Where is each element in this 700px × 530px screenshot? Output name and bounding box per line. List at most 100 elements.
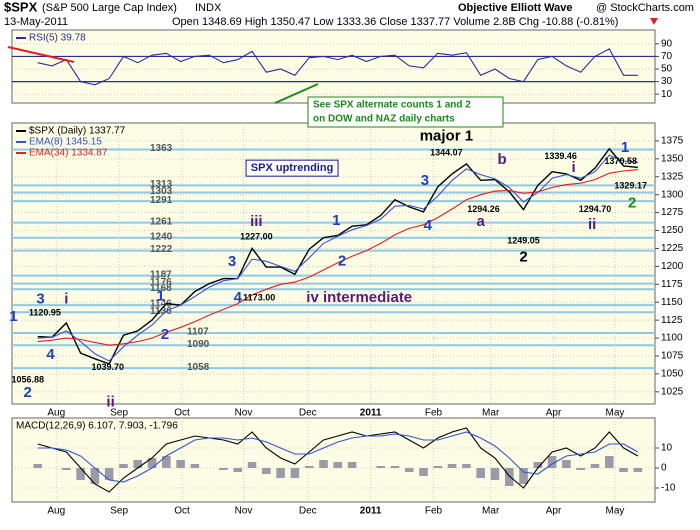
- exchange: INDX: [195, 2, 222, 14]
- legend-entry: RSI(5) 39.78: [29, 33, 86, 44]
- series-line: [37, 427, 639, 493]
- y-tick-label: 1100: [661, 333, 683, 344]
- plot-area: [11, 29, 656, 104]
- wave-label: 2: [24, 384, 32, 401]
- level-label: 1363: [150, 143, 173, 154]
- x-tick-label: Mar: [482, 408, 500, 419]
- histogram-bar: [590, 464, 600, 468]
- histogram-bar: [633, 468, 643, 472]
- level-label: 1187: [150, 269, 172, 280]
- histogram-bar: [390, 466, 400, 468]
- wave-label: 2: [161, 326, 169, 343]
- wave-label: i: [571, 159, 575, 176]
- histogram-bar: [162, 456, 171, 468]
- histogram-bar: [304, 466, 314, 468]
- histogram-bar: [62, 468, 71, 470]
- x-tick-label: Apr: [546, 506, 562, 517]
- x-tick-label: Apr: [546, 408, 562, 419]
- histogram-bar: [176, 460, 185, 468]
- level-label: 1136: [150, 306, 172, 317]
- histogram-bar: [319, 460, 328, 468]
- histogram-bar: [90, 468, 100, 484]
- y-tick-label: 1350: [661, 153, 684, 164]
- level-label: 1168: [150, 283, 172, 294]
- y-tick-label: 1025: [661, 386, 684, 397]
- level-label: 1058: [187, 362, 210, 373]
- level-label: 1107: [187, 327, 209, 338]
- price-label: 1294.26: [467, 204, 500, 214]
- y-tick-label: 1075: [661, 351, 684, 362]
- price-label: 1339.46: [544, 151, 577, 161]
- histogram-bar: [504, 468, 514, 486]
- level-label: 1313: [150, 179, 173, 190]
- x-tick-label: Feb: [425, 506, 443, 517]
- histogram-bar: [533, 462, 543, 468]
- y-tick-label: 70: [661, 51, 673, 62]
- x-tick-label: Sep: [110, 408, 128, 419]
- wave-label: 3: [36, 290, 44, 307]
- x-tick-label: Nov: [235, 408, 253, 419]
- level-label: 1222: [150, 244, 173, 255]
- histogram-bar: [347, 462, 357, 468]
- histogram-bar: [276, 468, 285, 478]
- wave-label: b: [498, 151, 507, 168]
- histogram-bar: [104, 468, 114, 480]
- wave-label: 4: [424, 217, 433, 234]
- wave-label: 1: [9, 308, 17, 325]
- trend-line: [274, 83, 319, 104]
- price-label: 1120.95: [29, 307, 61, 317]
- price-label: 1056.88: [11, 375, 44, 385]
- y-tick-label: 1325: [661, 171, 684, 182]
- legend-entry: $SPX (Daily) 1337.77: [29, 126, 126, 137]
- y-tick-label: 10: [661, 89, 673, 100]
- wave-label: 2: [519, 249, 527, 266]
- histogram-bar: [33, 464, 43, 468]
- down-arrow: [650, 18, 658, 25]
- level-label: 1240: [150, 231, 173, 242]
- x-tick-label: Sep: [110, 506, 128, 517]
- note: See SPX alternate counts 1 and 2: [313, 100, 471, 111]
- series-line: [37, 147, 638, 365]
- histogram-bar: [376, 466, 385, 468]
- y-tick-label: 1375: [661, 136, 684, 147]
- wave-label: iii: [250, 213, 263, 230]
- price-label: 1294.70: [579, 204, 612, 214]
- y-tick-label: 1300: [661, 189, 684, 200]
- histogram-bar: [219, 468, 228, 470]
- level-label: 1176: [150, 277, 172, 288]
- y-tick-label: -10: [661, 483, 676, 494]
- wave-label: ii: [106, 394, 114, 411]
- wave-label: 4: [234, 289, 243, 306]
- y-tick-label: 50: [661, 64, 673, 75]
- price-label: 1173.00: [243, 292, 275, 302]
- histogram-bar: [519, 468, 528, 484]
- histogram-bar: [290, 468, 300, 478]
- date: 13-May-2011: [4, 16, 68, 28]
- symbol: $SPX: [4, 0, 38, 14]
- note-box: [307, 96, 504, 128]
- wave-label: 1: [156, 287, 164, 304]
- x-tick-label: Feb: [425, 408, 443, 419]
- y-tick-label: 1050: [661, 369, 684, 380]
- annotation-box: [245, 159, 339, 177]
- wave-label: 3: [228, 253, 236, 270]
- price-label: 1227.00: [240, 231, 273, 241]
- y-tick-label: 1225: [661, 243, 684, 254]
- wave-label: SPX uptrending: [251, 162, 334, 174]
- x-tick-label: Dec: [299, 408, 317, 419]
- note: on DOW and NAZ daily charts: [313, 114, 455, 125]
- y-tick-label: 0: [661, 463, 667, 474]
- level-label: 1291: [150, 195, 173, 206]
- histogram-bar: [133, 460, 143, 468]
- level-label: 1261: [150, 216, 173, 227]
- y-tick-label: 1200: [661, 261, 684, 272]
- wave-label: a: [477, 213, 486, 230]
- price-label: 1370.58: [604, 156, 637, 166]
- y-tick-label: 90: [661, 38, 673, 49]
- histogram-bar: [404, 468, 414, 472]
- level-label: 1090: [187, 339, 210, 350]
- x-tick-label: Oct: [174, 506, 190, 517]
- histogram-bar: [333, 462, 343, 468]
- wave-label: 2: [628, 194, 636, 211]
- histogram-bar: [119, 464, 128, 468]
